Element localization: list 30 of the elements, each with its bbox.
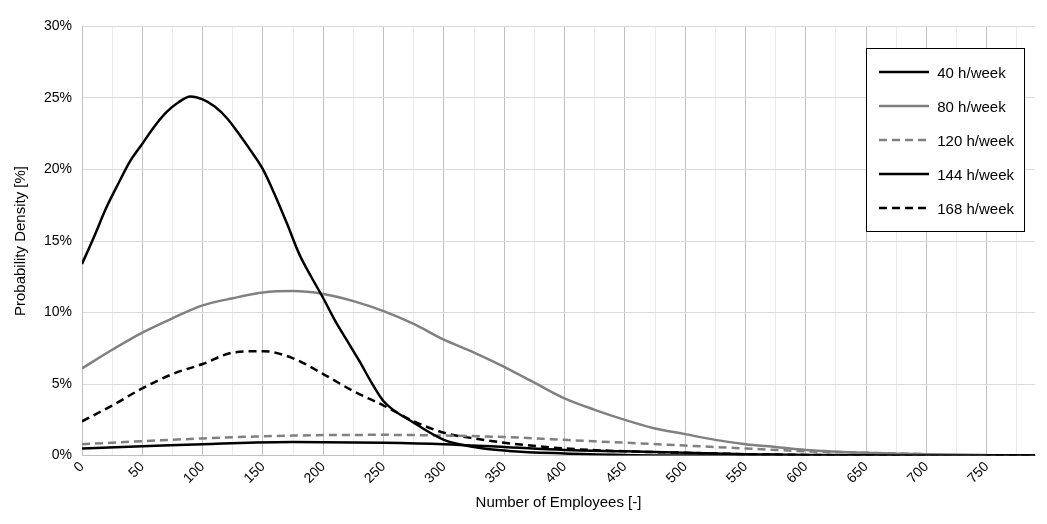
x-axis-title: Number of Employees [-]	[475, 493, 642, 511]
x-tick-label: 250	[360, 457, 389, 486]
legend-label: 144 h/week	[937, 165, 1014, 183]
y-tick-label: 20%	[43, 160, 73, 177]
x-tick-label: 150	[239, 457, 268, 486]
legend-label: 120 h/week	[937, 131, 1014, 149]
y-tick-label: 15%	[43, 231, 73, 248]
y-tick-label: 5%	[51, 374, 73, 391]
x-tick-label: 400	[541, 457, 570, 486]
x-tick-label: 350	[481, 457, 510, 486]
x-tick-label: 750	[963, 457, 992, 486]
legend-label: 168 h/week	[937, 199, 1014, 217]
x-tick-label: 0	[70, 457, 88, 475]
y-tick-label: 0%	[51, 446, 73, 463]
x-tick-label: 550	[722, 457, 751, 486]
legend-label: 80 h/week	[937, 97, 1006, 115]
x-tick-label: 300	[420, 457, 449, 486]
legend-label: 40 h/week	[937, 63, 1006, 81]
x-tick-label: 200	[300, 457, 329, 486]
y-axis-title: Probability Density [%]	[11, 165, 29, 317]
x-tick-label: 500	[662, 457, 691, 486]
y-tick-label: 10%	[43, 303, 73, 320]
y-tick-label: 25%	[43, 88, 73, 105]
y-tick-label: 30%	[43, 17, 73, 34]
x-tick-label: 600	[782, 457, 811, 486]
x-tick-label: 650	[843, 457, 872, 486]
x-tick-label: 100	[179, 457, 208, 486]
x-tick-label: 50	[124, 457, 148, 481]
x-tick-label: 450	[601, 457, 630, 486]
x-tick-label: 700	[903, 457, 932, 486]
